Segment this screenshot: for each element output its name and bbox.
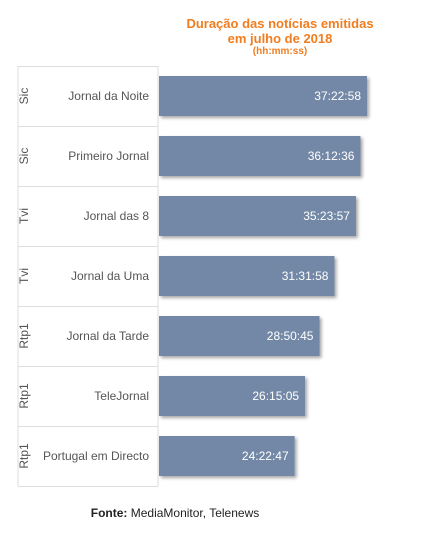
value-label: 35:23:57	[303, 209, 350, 223]
bar	[159, 136, 361, 176]
bar	[159, 256, 335, 296]
category-label: Portugal em Directo	[43, 449, 149, 463]
source-text: MediaMonitor, Telenews	[130, 506, 260, 520]
bar	[159, 76, 367, 116]
source-label: Fonte:	[90, 506, 128, 520]
group-label: Rtp1	[17, 383, 31, 409]
group-label: Tvi	[17, 268, 31, 284]
value-label: 37:22:58	[314, 89, 361, 103]
group-label: Rtp1	[17, 443, 31, 469]
bar	[159, 196, 356, 236]
category-label: Jornal da Tarde	[67, 329, 150, 343]
title-line-2: em julho de 2018	[227, 31, 333, 46]
value-label: 24:22:47	[242, 449, 289, 463]
category-label: Jornal das 8	[84, 209, 150, 223]
group-label: Sic	[17, 88, 31, 105]
group-label: Tvi	[17, 208, 31, 224]
bar	[159, 376, 306, 416]
bar	[159, 316, 320, 356]
title-units: (hh:mm:ss)	[252, 46, 308, 57]
source-note: Fonte: MediaMonitor, Telenews	[0, 506, 350, 520]
value-label: 31:31:58	[282, 269, 329, 283]
value-label: 26:15:05	[252, 389, 299, 403]
group-label: Sic	[17, 148, 31, 165]
value-label: 36:12:36	[308, 149, 355, 163]
category-label: TeleJornal	[94, 389, 149, 403]
title-line-1: Duração das notícias emitidas	[186, 16, 374, 31]
bar	[159, 436, 295, 476]
category-label: Jornal da Noite	[68, 89, 149, 103]
group-label: Rtp1	[17, 323, 31, 349]
chart-title: Duração das notícias emitidas em julho d…	[130, 16, 430, 58]
category-label: Primeiro Jornal	[68, 149, 149, 163]
value-label: 28:50:45	[267, 329, 314, 343]
bar-chart: Sic Jornal da Noite 37:22:58 Sic Primeiro Jo…	[17, 66, 367, 487]
category-label: Jornal da Uma	[71, 269, 149, 283]
